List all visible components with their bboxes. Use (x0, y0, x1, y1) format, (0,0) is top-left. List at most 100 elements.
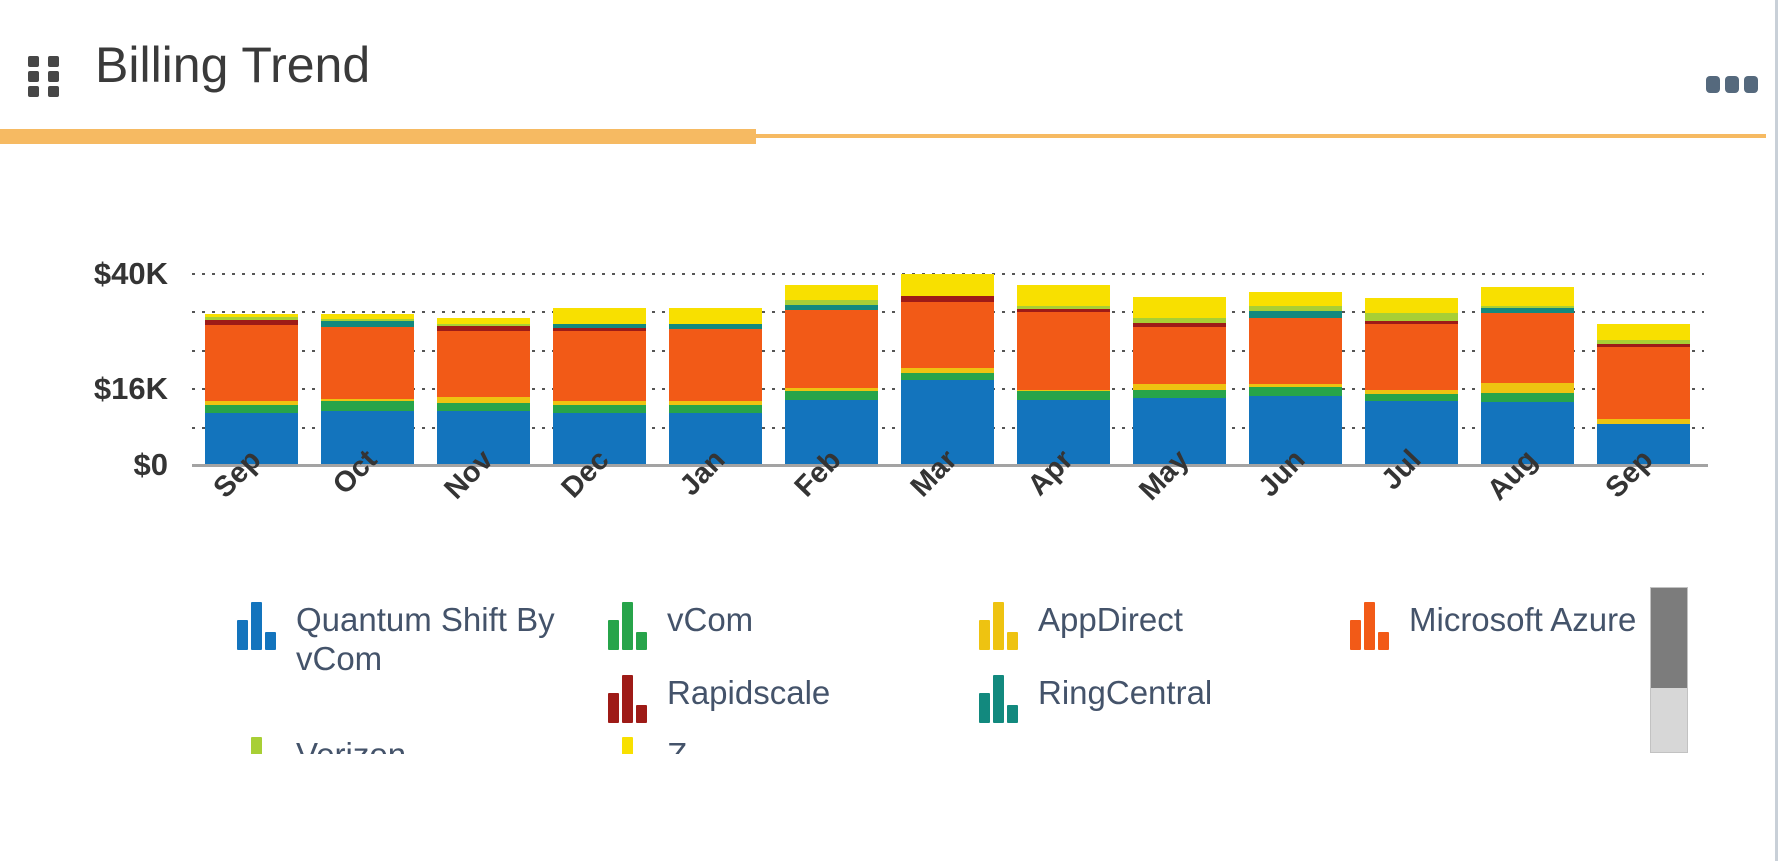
stacked-bar-4-jan[interactable] (669, 308, 762, 464)
bar-segment-quantum-shift-by-vcom[interactable] (1597, 424, 1690, 464)
bar-segment-vcom[interactable] (1017, 391, 1110, 400)
bar-segment-z[interactable] (205, 314, 298, 318)
stacked-bar-9-jun[interactable] (1249, 292, 1342, 464)
bar-segment-appdirect[interactable] (1017, 389, 1110, 392)
bar-segment-microsoft-azure[interactable] (901, 301, 994, 369)
bar-segment-ringcentral[interactable] (321, 321, 414, 327)
bar-segment-quantum-shift-by-vcom[interactable] (785, 399, 878, 464)
stacked-bar-3-dec[interactable] (553, 307, 646, 464)
bar-segment-appdirect[interactable] (1133, 384, 1226, 390)
bar-segment-vcom[interactable] (785, 390, 878, 400)
bar-segment-rapidscale[interactable] (437, 325, 530, 331)
bar-segment-z[interactable] (1249, 292, 1342, 306)
bar-segment-appdirect[interactable] (1365, 390, 1458, 395)
bar-segment-appdirect[interactable] (785, 387, 878, 391)
legend-item-quantum-shift-by-vcom[interactable]: Quantum Shift By vCom (237, 600, 608, 677)
bar-segment-rapidscale[interactable] (553, 328, 646, 332)
bar-segment-z[interactable] (321, 314, 414, 319)
bar-segment-ringcentral[interactable] (553, 323, 646, 329)
legend-item-verizon[interactable]: Verizon (237, 735, 608, 754)
legend-item-rapidscale[interactable]: Rapidscale (608, 673, 979, 735)
bar-segment-verizon[interactable] (205, 317, 298, 321)
bar-segment-quantum-shift-by-vcom[interactable] (1017, 399, 1110, 464)
bar-segment-appdirect[interactable] (1249, 384, 1342, 388)
bar-segment-rapidscale[interactable] (901, 296, 994, 302)
legend-item-ringcentral[interactable]: RingCentral (979, 673, 1350, 735)
stacked-bar-8-may[interactable] (1133, 296, 1226, 464)
bar-segment-z[interactable] (1481, 287, 1574, 306)
bar-segment-quantum-shift-by-vcom[interactable] (1133, 397, 1226, 464)
legend-scrollbar[interactable] (1650, 587, 1688, 753)
bar-segment-verizon[interactable] (437, 323, 530, 326)
stacked-bar-5-feb[interactable] (785, 284, 878, 464)
bar-segment-microsoft-azure[interactable] (1017, 311, 1110, 390)
bar-segment-microsoft-azure[interactable] (1481, 312, 1574, 384)
bar-segment-quantum-shift-by-vcom[interactable] (669, 413, 762, 464)
legend-item-z[interactable]: Z (608, 735, 979, 754)
bar-segment-microsoft-azure[interactable] (1133, 327, 1226, 385)
bar-segment-appdirect[interactable] (1597, 419, 1690, 425)
stacked-bar-6-mar[interactable] (901, 273, 994, 464)
bar-segment-quantum-shift-by-vcom[interactable] (1481, 401, 1574, 464)
bar-segment-verizon[interactable] (1133, 317, 1226, 323)
bar-segment-rapidscale[interactable] (1133, 322, 1226, 328)
bar-segment-verizon[interactable] (1249, 305, 1342, 311)
bar-segment-vcom[interactable] (321, 401, 414, 412)
bar-segment-verizon[interactable] (1597, 339, 1690, 345)
bar-segment-z[interactable] (1133, 296, 1226, 318)
bar-segment-microsoft-azure[interactable] (1597, 347, 1690, 420)
bar-segment-verizon[interactable] (1017, 306, 1110, 309)
bar-segment-microsoft-azure[interactable] (437, 331, 530, 398)
bar-segment-z[interactable] (669, 308, 762, 324)
bar-segment-appdirect[interactable] (1481, 383, 1574, 394)
bar-segment-verizon[interactable] (785, 300, 878, 305)
legend-item-vcom[interactable]: vCom (608, 600, 979, 673)
bar-segment-vcom[interactable] (901, 372, 994, 380)
stacked-bar-0-sep[interactable] (205, 314, 298, 464)
bar-segment-appdirect[interactable] (669, 400, 762, 405)
bar-segment-microsoft-azure[interactable] (669, 329, 762, 401)
bar-segment-ringcentral[interactable] (1481, 308, 1574, 313)
bar-segment-z[interactable] (785, 284, 878, 301)
legend-item-appdirect[interactable]: AppDirect (979, 600, 1350, 673)
bar-segment-appdirect[interactable] (205, 400, 298, 405)
bar-segment-quantum-shift-by-vcom[interactable] (901, 379, 994, 464)
bar-segment-appdirect[interactable] (901, 368, 994, 373)
stacked-bar-7-apr[interactable] (1017, 285, 1110, 464)
bar-segment-rapidscale[interactable] (1017, 308, 1110, 312)
bar-segment-verizon[interactable] (321, 318, 414, 322)
bar-segment-quantum-shift-by-vcom[interactable] (553, 413, 646, 464)
bar-segment-verizon[interactable] (1365, 312, 1458, 321)
stacked-bar-11-aug[interactable] (1481, 287, 1574, 464)
bar-segment-verizon[interactable] (1481, 305, 1574, 309)
bar-segment-vcom[interactable] (553, 404, 646, 414)
bar-segment-z[interactable] (437, 317, 530, 324)
bar-segment-vcom[interactable] (1133, 389, 1226, 398)
bar-segment-z[interactable] (553, 307, 646, 324)
bar-segment-z[interactable] (1597, 323, 1690, 340)
bar-segment-ringcentral[interactable] (1249, 310, 1342, 319)
scrollbar-thumb[interactable] (1651, 588, 1687, 688)
stacked-bar-10-jul[interactable] (1365, 298, 1458, 464)
legend-item-microsoft-azure[interactable]: Microsoft Azure (1350, 600, 1667, 673)
bar-segment-quantum-shift-by-vcom[interactable] (321, 411, 414, 464)
bar-segment-z[interactable] (1017, 285, 1110, 307)
bar-segment-vcom[interactable] (205, 404, 298, 414)
bar-segment-quantum-shift-by-vcom[interactable] (205, 413, 298, 464)
bar-segment-z[interactable] (1365, 298, 1458, 313)
stacked-bar-1-oct[interactable] (321, 314, 414, 464)
bar-segment-rapidscale[interactable] (205, 320, 298, 325)
bar-segment-vcom[interactable] (1365, 394, 1458, 401)
ellipsis-menu-button[interactable] (1706, 76, 1764, 96)
bar-segment-microsoft-azure[interactable] (785, 309, 878, 388)
bar-segment-quantum-shift-by-vcom[interactable] (1365, 400, 1458, 464)
bar-segment-quantum-shift-by-vcom[interactable] (1249, 396, 1342, 464)
bar-segment-microsoft-azure[interactable] (205, 324, 298, 401)
bar-segment-appdirect[interactable] (321, 399, 414, 402)
bar-segment-microsoft-azure[interactable] (1249, 318, 1342, 385)
bar-segment-vcom[interactable] (1481, 393, 1574, 402)
bar-segment-microsoft-azure[interactable] (1365, 323, 1458, 391)
bar-segment-vcom[interactable] (1249, 387, 1342, 397)
bar-segment-microsoft-azure[interactable] (553, 331, 646, 401)
stacked-bar-12-sep[interactable] (1597, 323, 1690, 464)
